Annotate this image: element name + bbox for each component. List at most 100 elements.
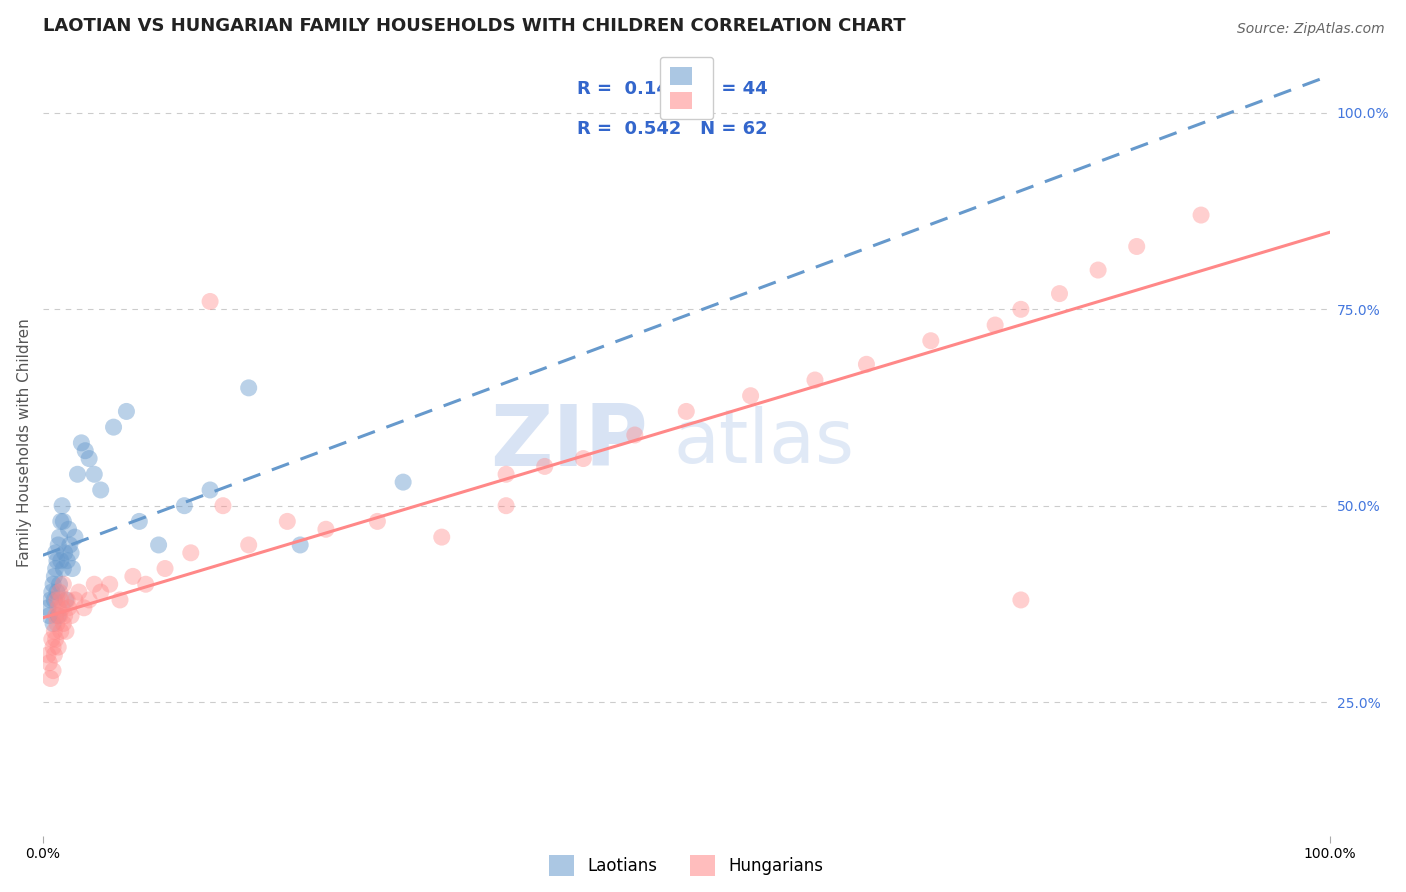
Point (572, 451, 595, 466)
Point (52, 561, 75, 575)
Point (366, 515, 388, 529)
Point (45, 632, 67, 647)
Point (238, 538, 260, 552)
Point (46, 600, 69, 615)
Point (1049, 286, 1071, 301)
Point (63, 593, 86, 607)
Point (1087, 263, 1109, 277)
Point (46, 640, 69, 654)
Point (56, 593, 79, 607)
Point (38, 608, 60, 623)
Point (392, 475, 415, 489)
Point (42, 616, 65, 631)
Text: R =  0.542   N = 62: R = 0.542 N = 62 (576, 120, 768, 138)
Point (315, 522, 337, 536)
Point (52, 616, 75, 631)
Point (533, 459, 555, 474)
Point (495, 499, 517, 513)
Point (58, 600, 80, 615)
Point (41, 632, 63, 647)
Point (115, 404, 138, 418)
Point (39, 593, 62, 607)
Point (288, 538, 311, 552)
Point (39, 672, 62, 686)
Point (45, 554, 67, 568)
Point (1010, 302, 1032, 317)
Point (42, 664, 65, 678)
Point (238, 381, 260, 395)
Point (49, 515, 72, 529)
Point (56, 554, 79, 568)
Point (42, 640, 65, 654)
Point (804, 373, 827, 387)
Point (98, 577, 121, 591)
Point (495, 467, 517, 482)
Point (212, 499, 235, 513)
Point (153, 561, 176, 575)
Point (41, 585, 63, 599)
Point (44, 648, 66, 662)
Point (180, 546, 202, 560)
Point (44, 593, 66, 607)
Point (53, 546, 76, 560)
Point (60, 608, 83, 623)
Point (37, 600, 59, 615)
Point (49, 593, 72, 607)
Point (77, 593, 100, 607)
Point (67, 585, 90, 599)
Point (51, 600, 73, 615)
Point (49, 554, 72, 568)
Point (1125, 239, 1147, 253)
Text: Source: ZipAtlas.com: Source: ZipAtlas.com (1237, 22, 1385, 37)
Y-axis label: Family Households with Children: Family Households with Children (17, 318, 32, 567)
Text: ZIP: ZIP (489, 401, 648, 484)
Point (66, 467, 89, 482)
Point (173, 499, 195, 513)
Text: R =  0.142   N = 44: R = 0.142 N = 44 (576, 79, 768, 97)
Point (430, 530, 453, 544)
Point (42, 577, 65, 591)
Point (108, 593, 131, 607)
Point (51, 499, 73, 513)
Point (44, 624, 66, 639)
Point (920, 334, 942, 348)
Point (623, 428, 645, 442)
Point (1189, 208, 1212, 222)
Point (58, 522, 80, 536)
Point (45, 585, 67, 599)
Point (49, 624, 72, 639)
Point (75, 443, 97, 458)
Point (103, 420, 125, 434)
Point (45, 546, 67, 560)
Text: LAOTIAN VS HUNGARIAN FAMILY HOUSEHOLDS WITH CHILDREN CORRELATION CHART: LAOTIAN VS HUNGARIAN FAMILY HOUSEHOLDS W… (42, 17, 905, 35)
Point (55, 593, 77, 607)
Point (70, 435, 93, 450)
Point (46, 538, 69, 552)
Point (73, 600, 96, 615)
Point (52, 577, 75, 591)
Point (59, 538, 82, 552)
Point (48, 585, 70, 599)
Point (121, 569, 143, 583)
Point (83, 577, 105, 591)
Point (984, 318, 1007, 332)
Point (46, 608, 69, 623)
Point (53, 608, 76, 623)
Point (77, 451, 100, 466)
Point (48, 608, 70, 623)
Point (45, 616, 67, 631)
Point (44, 569, 66, 583)
Point (83, 467, 105, 482)
Point (38, 656, 60, 670)
Point (740, 389, 762, 403)
Point (675, 404, 697, 418)
Point (128, 515, 150, 529)
Point (45, 561, 67, 575)
Point (45, 608, 67, 623)
Point (55, 624, 77, 639)
Legend: Laotians, Hungarians: Laotians, Hungarians (543, 848, 831, 882)
Point (135, 577, 157, 591)
Point (60, 546, 83, 560)
Point (1010, 593, 1032, 607)
Point (198, 294, 221, 309)
